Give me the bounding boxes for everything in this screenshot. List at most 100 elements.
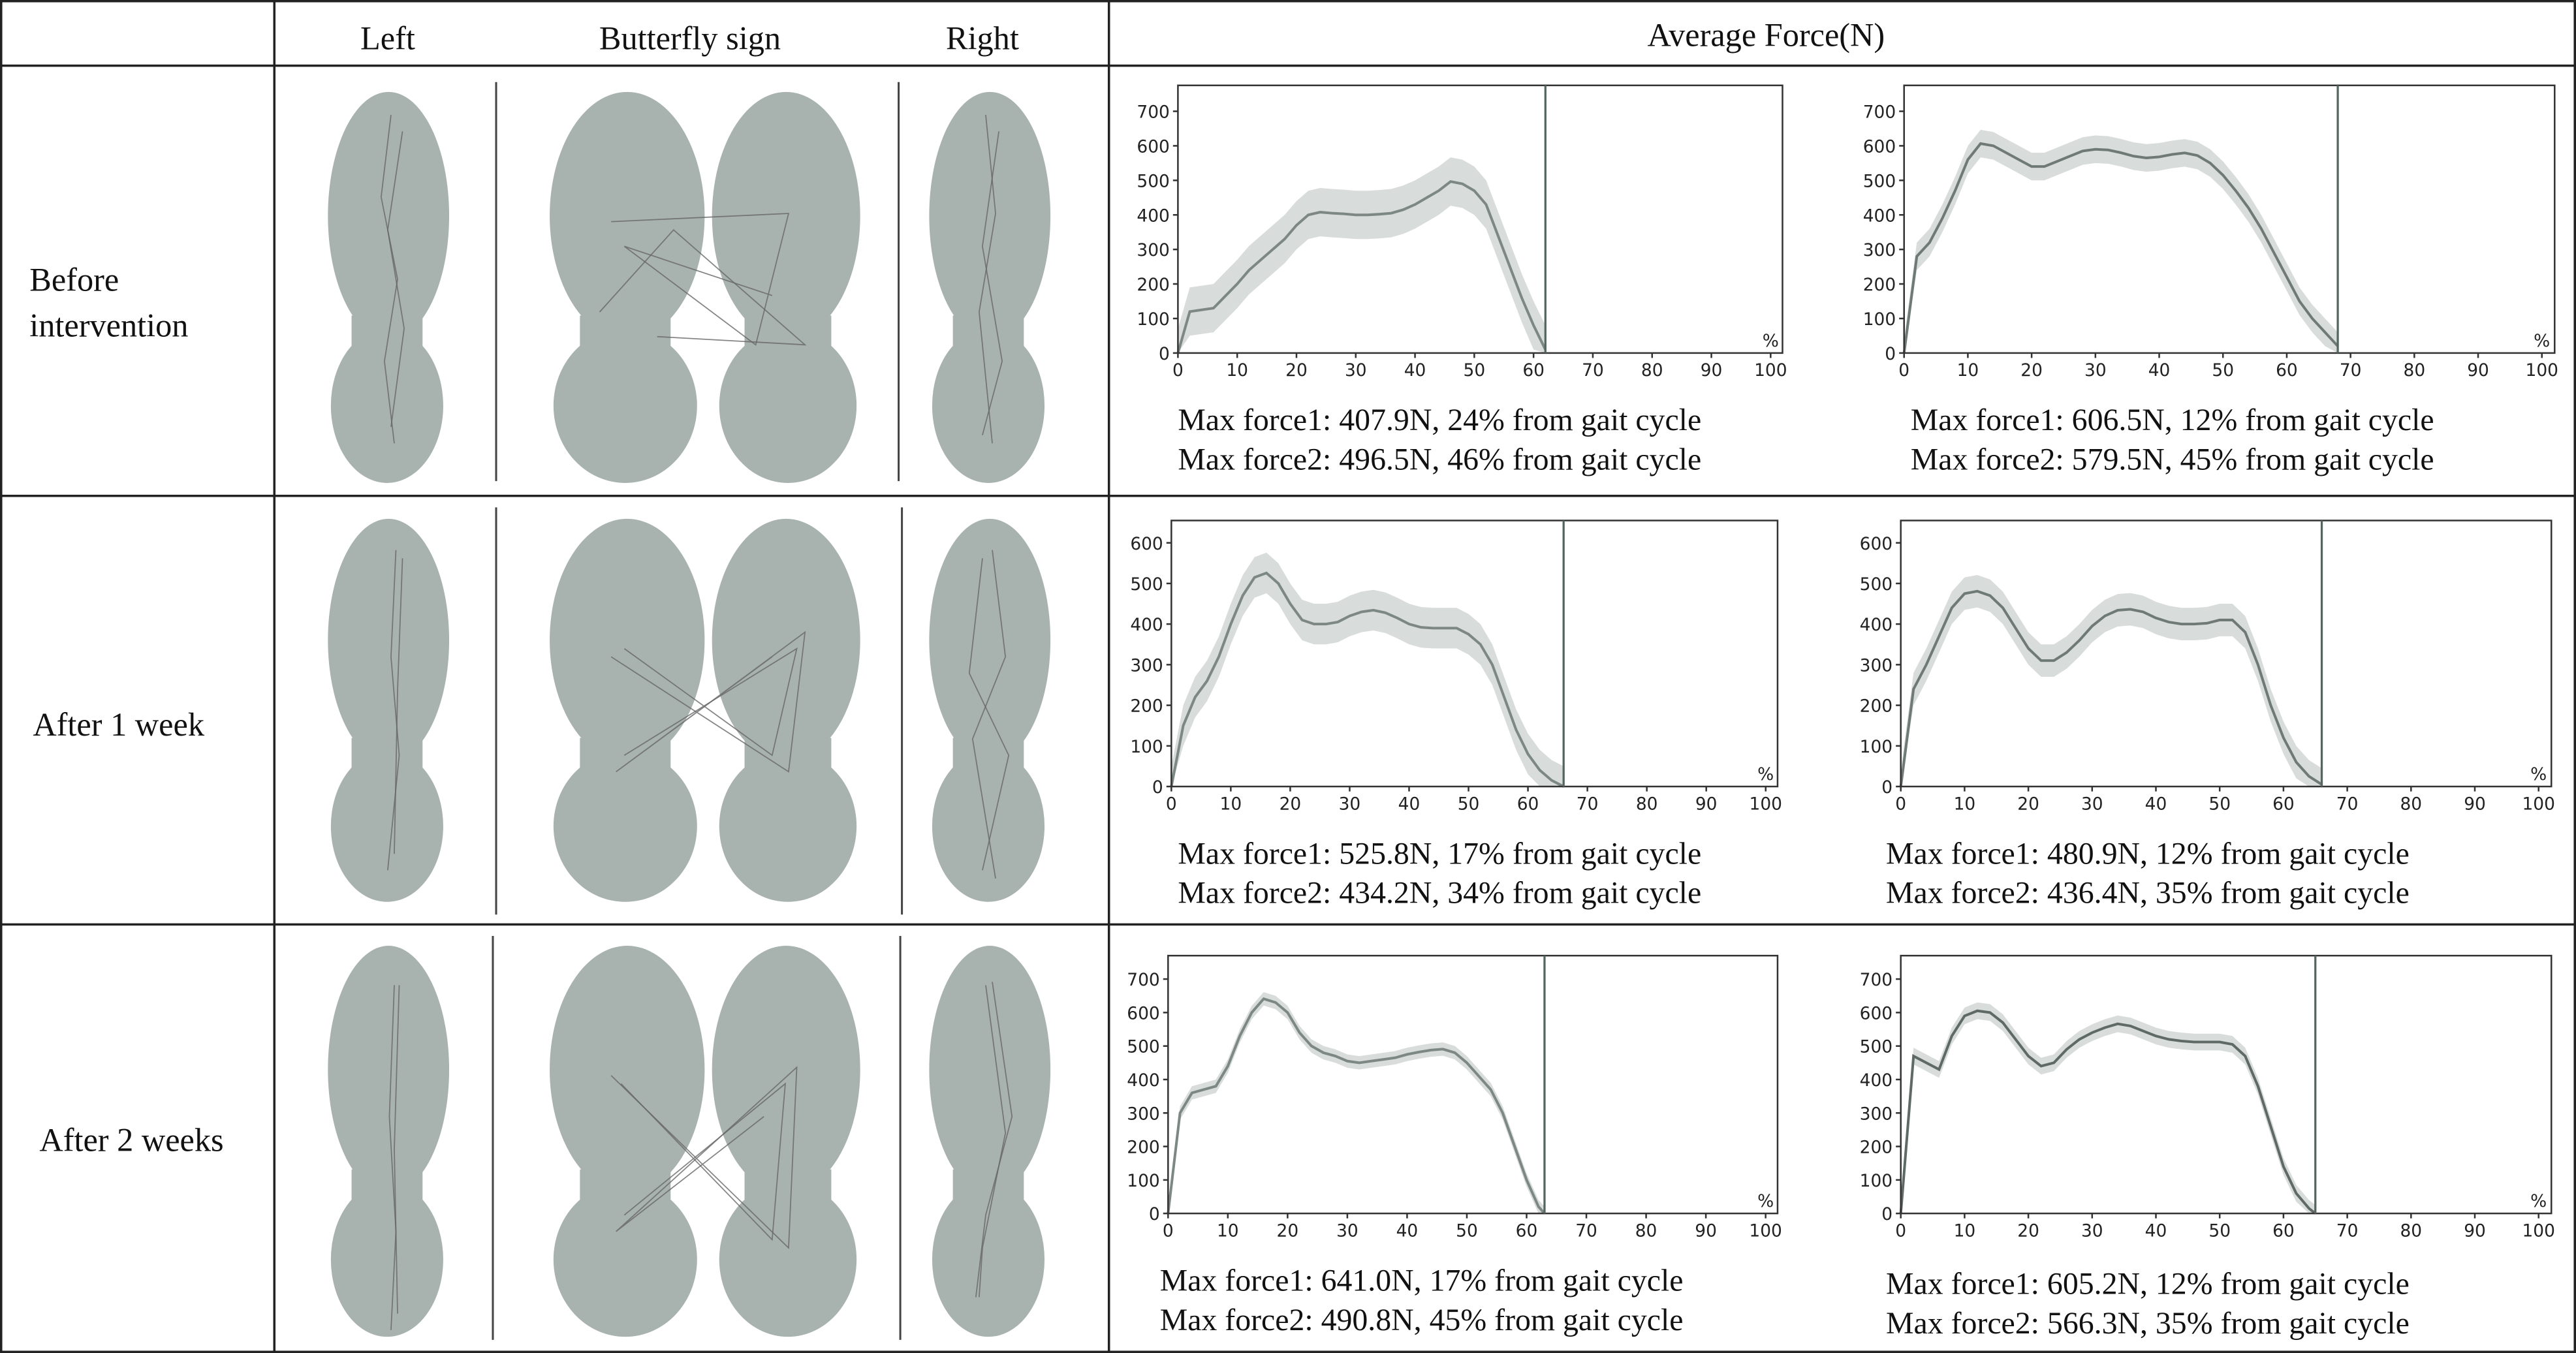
x-tick-label: 40 [2145,794,2167,814]
y-tick-label: 600 [1127,1003,1159,1023]
x-tick-label: 80 [1635,1221,1657,1241]
row-label: After 2 weeks [39,1122,223,1159]
y-tick-label: 100 [1127,1171,1159,1191]
x-tick-label: 30 [2081,794,2103,814]
x-tick-label: 50 [1458,794,1480,814]
x-tick-label: 60 [2272,794,2295,814]
x-tick-label: 100 [1750,794,1782,814]
force-band [1171,552,1564,787]
x-tick-label: 50 [1456,1221,1478,1241]
x-tick-label: 80 [2400,794,2422,814]
x-tick-label: 80 [1641,360,1663,381]
x-tick-label: 100 [1749,1221,1782,1241]
y-tick-label: 100 [1137,309,1169,330]
x-tick-label: 20 [1280,794,1302,814]
x-tick-label: 50 [2212,360,2234,381]
force-line [1899,1009,2316,1215]
y-tick-label: 300 [1860,1104,1893,1124]
force-chart: 0 100 200 300 400 500 600 700 0 10 20 30 40 50 60 70 80 9… [1137,84,1787,381]
x-tick-label: 70 [2340,360,2362,381]
row-label: After 1 week [33,706,205,743]
y-tick-label: 500 [1860,574,1893,595]
row-label: Before [29,261,119,298]
force-line [1170,571,1565,788]
y-tick-label: 700 [1127,970,1159,990]
y-tick-label: 500 [1863,171,1896,191]
y-tick-label: 700 [1863,102,1896,123]
force-chart: 0 100 200 300 400 500 600 700 0 10 20 30 40 50 60 70 80 9… [1860,954,2555,1241]
x-tick-label: 10 [1226,360,1248,381]
row-images [328,507,1050,915]
force-chart: 0 100 200 300 400 500 600 0 10 20 30 40 50 60 70 80 90 10… [1860,520,2555,814]
plot-frame [1900,954,2552,1215]
force-chart: 0 100 200 300 400 500 600 700 0 10 20 30 40 50 60 70 80 9… [1863,84,2558,381]
x-tick-label: 40 [2145,1221,2167,1241]
y-tick-label: 400 [1860,1070,1893,1091]
y-tick-label: 400 [1863,206,1896,226]
plot-frame [1900,520,2552,788]
y-tick-label: 500 [1860,1037,1893,1057]
x-tick-label: 50 [2208,794,2231,814]
x-tick-label: 20 [2020,360,2043,381]
y-tick-label: 300 [1137,240,1169,260]
y-tick-label: 0 [1881,1204,1893,1224]
header-cell: Left [360,20,415,56]
x-tick-label: 10 [1954,1221,1976,1241]
y-tick-label: 300 [1860,655,1893,676]
x-tick-label: 30 [1336,1221,1359,1241]
y-tick-label: 600 [1860,1003,1893,1023]
x-tick-label: 90 [2464,1221,2486,1241]
force-note: Max force1: 525.8N, 17% from gait cycle [1178,836,1701,871]
y-tick-label: 100 [1860,737,1893,757]
x-tick-label: 30 [2084,360,2107,381]
header-cell: Right [946,20,1019,56]
force-band [1904,129,2338,353]
y-tick-label: 200 [1130,696,1163,717]
foot-images [328,82,1050,1340]
y-tick-label: 0 [1159,344,1170,364]
x-tick-label: 0 [1895,1221,1906,1241]
force-line [1902,142,2339,354]
y-tick-label: 400 [1137,206,1169,226]
y-tick-label: 0 [1885,344,1896,364]
y-tick-label: 0 [1149,1204,1160,1224]
x-axis-label: % [1757,764,1774,785]
force-note: Max force1: 407.9N, 24% from gait cycle [1178,403,1701,437]
x-tick-label: 40 [1404,360,1426,381]
y-tick-label: 200 [1860,696,1893,717]
row-images [328,82,1050,483]
x-tick-label: 0 [1166,794,1177,814]
x-tick-label: 30 [1345,360,1367,381]
x-tick-label: 40 [1398,794,1421,814]
y-tick-label: 400 [1130,615,1163,635]
y-tick-label: 100 [1863,309,1896,330]
x-tick-label: 70 [2336,794,2359,814]
x-tick-label: 40 [2148,360,2171,381]
y-tick-label: 200 [1127,1138,1159,1158]
force-note: Max force1: 641.0N, 17% from gait cycle [1160,1263,1684,1298]
y-tick-label: 500 [1130,574,1163,595]
x-tick-label: 20 [2017,794,2039,814]
force-line [1899,589,2323,787]
x-axis-label: % [2530,1191,2547,1211]
x-tick-label: 100 [2522,1221,2555,1241]
x-tick-label: 20 [1285,360,1308,381]
row-label: intervention [29,307,188,344]
x-tick-label: 90 [1701,360,1723,381]
x-tick-label: 90 [2464,794,2486,814]
plot-area [1904,85,2555,353]
x-tick-label: 70 [1582,360,1604,381]
x-tick-label: 70 [1575,1221,1597,1241]
header-cell: Average Force(N) [1647,16,1885,53]
x-axis-label: % [1757,1191,1774,1211]
y-tick-label: 700 [1860,970,1893,990]
x-tick-label: 0 [1895,794,1906,814]
force-chart: 0 100 200 300 400 500 600 0 10 20 30 40 50 60 70 80 90 10… [1130,520,1782,814]
y-tick-label: 100 [1130,737,1163,757]
y-tick-label: 0 [1881,777,1893,798]
x-tick-label: 40 [1396,1221,1419,1241]
x-tick-label: 0 [1172,360,1184,381]
x-tick-label: 70 [1577,794,1599,814]
y-tick-label: 700 [1137,102,1169,123]
